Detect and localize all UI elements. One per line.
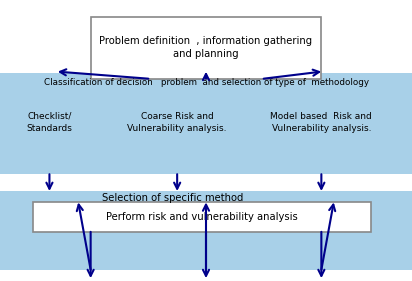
Text: Selection of specific method: Selection of specific method: [102, 193, 244, 203]
Text: Problem definition  , information gathering
and planning: Problem definition , information gatheri…: [99, 36, 313, 59]
Bar: [0, 73, 412, 174]
Bar: [33, 202, 371, 232]
FancyArrowPatch shape: [60, 69, 148, 79]
Text: Checklist/
Standards: Checklist/ Standards: [26, 112, 73, 133]
FancyArrowPatch shape: [321, 205, 335, 270]
FancyArrowPatch shape: [77, 205, 91, 270]
FancyArrowPatch shape: [88, 232, 94, 276]
FancyArrowPatch shape: [264, 70, 319, 79]
FancyArrowPatch shape: [203, 232, 209, 276]
Bar: [0, 191, 412, 270]
FancyArrowPatch shape: [47, 174, 52, 189]
FancyArrowPatch shape: [318, 174, 324, 189]
FancyArrowPatch shape: [174, 174, 180, 189]
Text: Classification of decision   problem  and selection of type of  methodology: Classification of decision problem and s…: [44, 78, 368, 87]
Bar: [91, 17, 321, 79]
Text: Perform risk and vulnerability analysis: Perform risk and vulnerability analysis: [106, 212, 298, 222]
FancyArrowPatch shape: [318, 232, 324, 276]
FancyArrowPatch shape: [203, 74, 209, 80]
Text: Model based  Risk and
Vulnerability analysis.: Model based Risk and Vulnerability analy…: [271, 112, 372, 133]
FancyArrowPatch shape: [203, 205, 209, 270]
Text: Coarse Risk and
Vulnerability analysis.: Coarse Risk and Vulnerability analysis.: [127, 112, 227, 133]
